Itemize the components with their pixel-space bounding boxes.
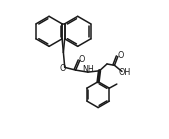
Text: O: O [117, 51, 124, 60]
Text: O: O [79, 55, 85, 64]
Text: O: O [59, 64, 65, 73]
Text: NH: NH [83, 65, 94, 74]
Text: OH: OH [119, 68, 131, 77]
